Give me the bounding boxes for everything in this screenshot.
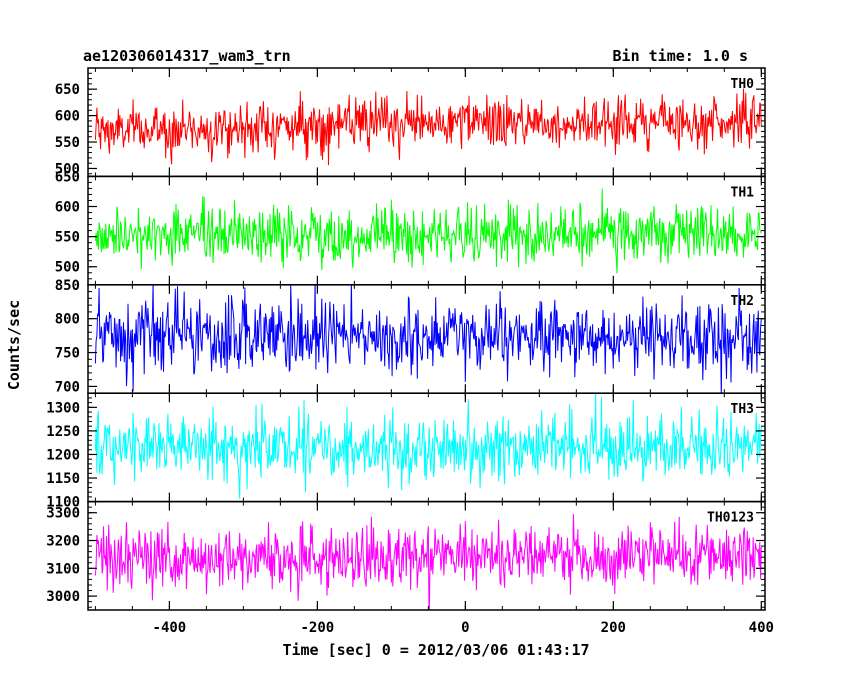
y-tick-label: 1150 — [46, 471, 80, 487]
x-tick-label: 200 — [601, 620, 626, 636]
y-tick-label: 3100 — [46, 561, 80, 577]
y-tick-label: 550 — [55, 230, 80, 246]
y-tick-label: 3200 — [46, 534, 80, 550]
panel-label-th3: TH3 — [731, 402, 754, 417]
y-tick-label: 650 — [55, 82, 80, 98]
series-line-th0 — [94, 88, 762, 166]
series-line-th2 — [94, 284, 762, 394]
panels-group: 500 550 600 650 TH0 500 550 600 650 TH1 700 750 800 8… — [46, 67, 774, 636]
series-line-th3 — [94, 393, 762, 499]
y-tick-label: 1250 — [46, 424, 80, 440]
x-tick-label: -400 — [153, 620, 187, 636]
y-tick-label: 1300 — [46, 400, 80, 416]
y-tick-label: 1100 — [46, 495, 80, 511]
panel-label-th0: TH0 — [731, 77, 755, 92]
y-tick-label: 3300 — [46, 506, 80, 522]
y-tick-label: 600 — [55, 200, 80, 216]
bin-time-label: Bin time: 1.0 s — [613, 47, 748, 65]
y-tick-label: 550 — [55, 135, 80, 151]
y-tick-label: 500 — [55, 260, 80, 276]
y-tick-label: 850 — [55, 278, 80, 294]
x-axis-title: Time [sec] 0 = 2012/03/06 01:43:17 — [282, 641, 589, 659]
y-tick-label: 800 — [55, 312, 80, 328]
panel-label-th0123: TH0123 — [707, 511, 754, 526]
y-axis-title: Counts/sec — [5, 300, 23, 390]
y-tick-label: 3000 — [46, 589, 80, 605]
panel-label-th2: TH2 — [731, 294, 754, 309]
x-tick-label: -200 — [301, 620, 335, 636]
x-tick-label: 0 — [461, 620, 469, 636]
y-tick-label: 600 — [55, 109, 80, 125]
x-tick-label: 400 — [749, 620, 774, 636]
y-tick-label: 1200 — [46, 447, 80, 463]
panel-label-th1: TH1 — [731, 185, 755, 200]
y-tick-label: 750 — [55, 346, 80, 362]
chart-title: ae120306014317_wam3_trn — [83, 47, 291, 65]
y-tick-label: 500 — [55, 161, 80, 177]
y-tick-label: 700 — [55, 379, 80, 395]
series-line-th1 — [94, 188, 762, 274]
y-tick-label: 650 — [55, 169, 80, 185]
panel-frame-th0123 — [87, 500, 766, 611]
series-line-th0123 — [94, 514, 762, 611]
